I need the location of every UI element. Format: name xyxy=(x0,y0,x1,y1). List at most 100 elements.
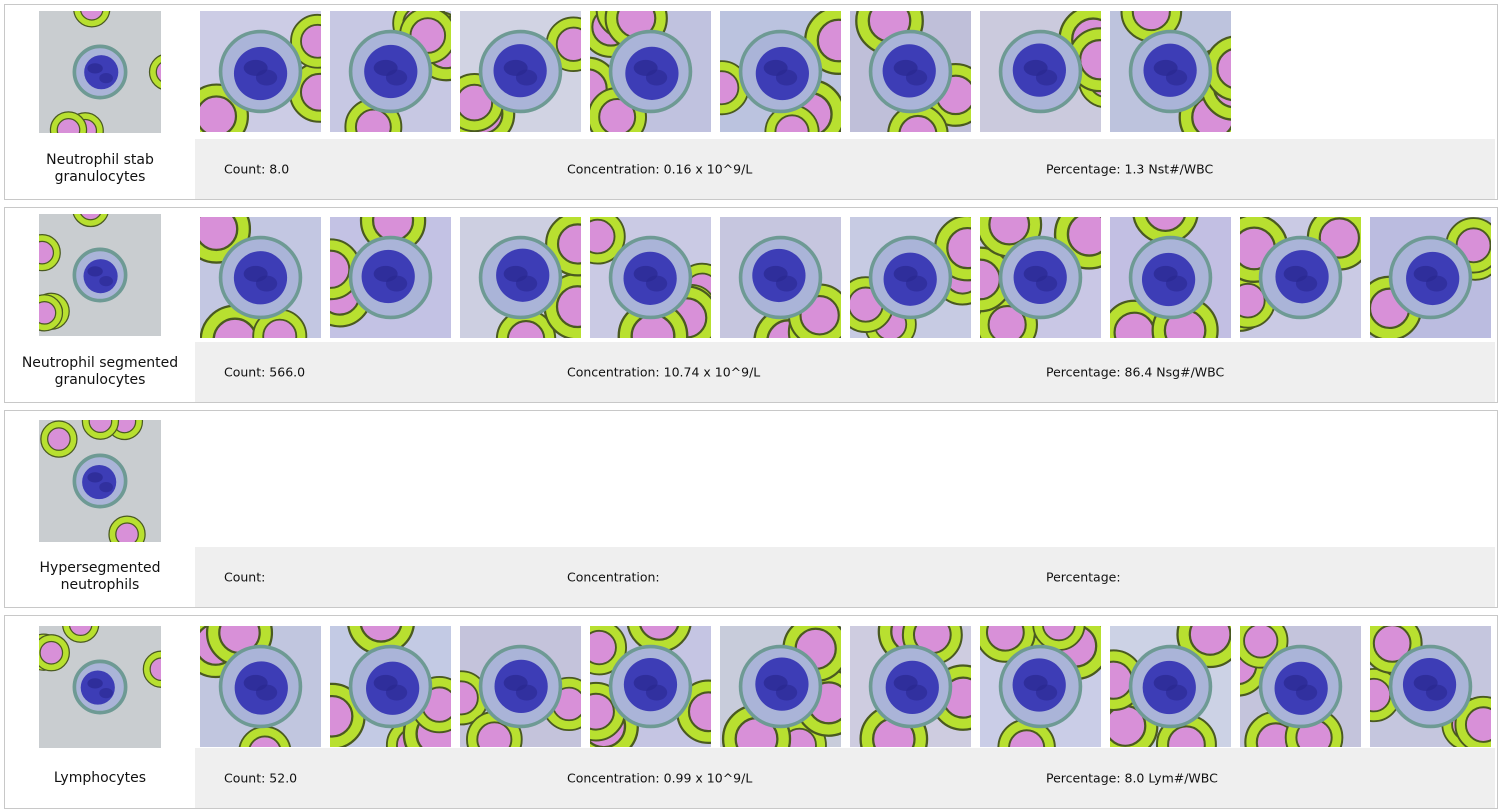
rbc-ring xyxy=(590,217,624,263)
cell-thumbnail xyxy=(720,626,841,747)
stats-bar: Count: 566.0 Concentration: 10.74 x 10^9/… xyxy=(195,342,1495,402)
nucleus-lobe xyxy=(515,275,538,292)
cell-class-panel: Neutrophil stab granulocytes Count: 8.0 Co… xyxy=(4,4,1498,200)
rbc-ring xyxy=(330,684,364,747)
class-label: Neutrophil stab granulocytes xyxy=(46,152,154,185)
rbc-ring xyxy=(150,55,161,89)
cell-thumbnail xyxy=(1370,626,1491,747)
nucleus-lobe xyxy=(1165,684,1188,701)
cell-thumbnail xyxy=(720,11,841,132)
cell-class-panel: Hypersegmented neutrophils Count: Concentr… xyxy=(4,410,1498,608)
stats-bar: Count: Concentration: Percentage: xyxy=(195,547,1495,607)
nucleus-lobe xyxy=(99,687,113,699)
rbc-ring xyxy=(936,217,971,280)
rbc-ring xyxy=(63,626,98,642)
rbc-ring xyxy=(39,635,69,671)
rbc-ring xyxy=(1240,626,1287,667)
rbc-ring xyxy=(200,217,249,262)
count: Count: 566.0 xyxy=(224,364,306,380)
nucleus-lobe xyxy=(1165,69,1188,86)
cell-thumbnail xyxy=(850,217,971,338)
rbc-ring xyxy=(1034,626,1084,650)
nucleus-lobe xyxy=(1425,275,1448,292)
nucleus-lobe xyxy=(775,684,798,701)
nucleus-lobe xyxy=(905,275,928,292)
cell-thumbnail xyxy=(200,626,321,747)
count: Count: 8.0 xyxy=(224,161,290,177)
percentage: Percentage: 86.4 Nsg#/WBC xyxy=(1046,364,1225,380)
cell-thumbnail xyxy=(460,217,581,338)
reference-cell-image xyxy=(39,420,161,542)
rbc-ring xyxy=(74,11,110,27)
cell-thumbnail xyxy=(200,217,321,338)
reference-cell-image xyxy=(39,11,161,133)
concentration: Concentration: 0.99 x 10^9/L xyxy=(567,770,753,786)
nucleus-lobe xyxy=(905,684,928,701)
percentage: Percentage: 1.3 Nst#/WBC xyxy=(1046,161,1214,177)
percentage: Percentage: xyxy=(1046,569,1121,585)
nucleus-lobe xyxy=(645,69,668,86)
rbc-ring xyxy=(109,516,145,542)
concentration: Concentration: 10.74 x 10^9/L xyxy=(567,364,761,380)
concentration: Concentration: xyxy=(567,569,660,585)
rbc-ring xyxy=(547,217,581,275)
class-label: Neutrophil segmented granulocytes xyxy=(21,355,179,388)
cell-thumbnail xyxy=(850,626,971,747)
rbc-ring xyxy=(545,275,581,338)
reference-cell-image xyxy=(39,214,161,336)
nucleus xyxy=(84,55,119,90)
nucleus-lobe xyxy=(1035,684,1058,701)
nucleus-lobe xyxy=(775,69,798,86)
rbc-ring xyxy=(291,15,321,67)
nucleus-lobe xyxy=(87,63,103,74)
cell-thumbnail xyxy=(460,11,581,132)
rbc-ring xyxy=(240,727,290,747)
cell-thumbnail xyxy=(330,626,451,747)
nucleus-lobe xyxy=(385,275,408,292)
cell-class-panel: Neutrophil segmented granulocytes Count: … xyxy=(4,207,1498,403)
cell-thumbnail xyxy=(330,11,451,132)
nucleus-lobe xyxy=(255,69,278,86)
nucleus-lobe xyxy=(255,684,278,701)
cell-thumbnail xyxy=(1110,217,1231,338)
stats-bar: Count: 52.0 Concentration: 0.99 x 10^9/L P… xyxy=(195,748,1495,808)
class-label: Lymphocytes xyxy=(53,769,147,786)
cell-thumbnail xyxy=(1110,11,1231,132)
cell-thumbnail xyxy=(1240,626,1361,747)
nucleus-lobe xyxy=(255,275,278,292)
count: Count: 52.0 xyxy=(224,770,298,786)
rbc-ring xyxy=(74,214,108,226)
cell-thumbnail xyxy=(590,626,711,747)
nucleus-lobe xyxy=(87,472,103,483)
cell-thumbnail xyxy=(980,11,1101,132)
cell-thumbnail xyxy=(980,217,1101,338)
cell-thumbnail xyxy=(720,217,841,338)
reference-cell-image xyxy=(39,626,161,748)
cell-thumbnail xyxy=(850,11,971,132)
rbc-ring xyxy=(1456,697,1491,747)
nucleus-lobe xyxy=(99,481,113,493)
rbc-ring xyxy=(1178,626,1231,666)
nucleus-lobe xyxy=(1295,684,1318,701)
rbc-ring xyxy=(254,310,306,338)
nucleus-lobe xyxy=(905,69,928,86)
rbc-ring xyxy=(1056,217,1101,268)
count: Count: xyxy=(224,569,266,585)
cell-thumbnail xyxy=(1110,626,1231,747)
cell-thumbnail xyxy=(590,11,711,132)
nucleus-lobe xyxy=(87,678,103,689)
rbc-ring xyxy=(806,11,841,73)
nucleus-lobe xyxy=(1425,684,1448,701)
rbc-ring xyxy=(39,295,62,331)
cell-thumbnail xyxy=(1370,217,1491,338)
nucleus-lobe xyxy=(775,275,798,292)
rbc-ring xyxy=(201,306,268,338)
class-label: Hypersegmented neutrophils xyxy=(39,560,161,593)
nucleus-lobe xyxy=(645,275,668,292)
cell-thumbnail xyxy=(460,626,581,747)
cell-thumbnail xyxy=(980,626,1101,747)
nucleus-lobe xyxy=(645,684,668,701)
stats-bar: Count: 8.0 Concentration: 0.16 x 10^9/L Pe… xyxy=(195,139,1495,199)
rbc-ring xyxy=(83,420,118,439)
concentration: Concentration: 0.16 x 10^9/L xyxy=(567,161,753,177)
